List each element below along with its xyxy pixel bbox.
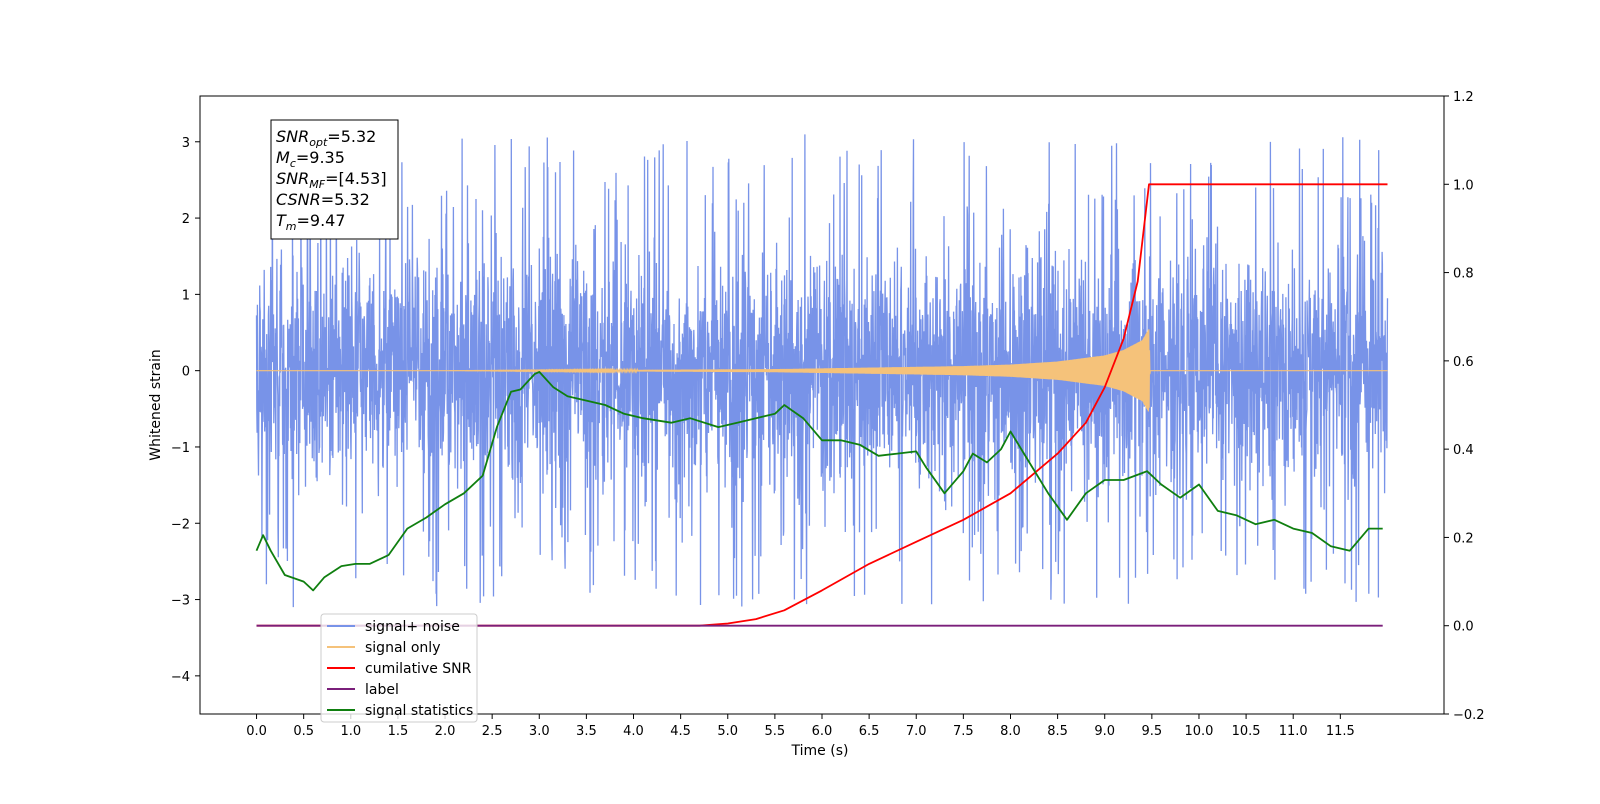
y-tick-label-left: −1 xyxy=(171,441,190,456)
annotation-line: Tm=9.47 xyxy=(276,211,346,233)
y-tick-label-right: 0.4 xyxy=(1453,443,1474,458)
y-tick-label-left: −3 xyxy=(171,594,190,609)
y-axis-label-left: Whitened strain xyxy=(148,349,164,460)
legend-frame xyxy=(320,613,478,723)
annotation-line: Mc=9.35 xyxy=(276,148,345,170)
y-tick-label-left: 0 xyxy=(182,365,190,380)
legend: signal+ noise signal only cumilative SNR la… xyxy=(320,613,478,723)
y-tick-label-left: −4 xyxy=(171,670,190,685)
x-tick-label: 9.0 xyxy=(1094,724,1115,739)
legend-label: cumilative SNR xyxy=(365,661,472,677)
x-axis-label: Time (s) xyxy=(791,743,849,759)
x-tick-label: 7.0 xyxy=(906,724,927,739)
x-tick-label: 6.0 xyxy=(812,724,833,739)
x-tick-label: 3.0 xyxy=(529,724,550,739)
ticks-layer: 0.0 0.5 1.0 1.5 2.0 2.5 3.0 3.5 4.0 4.5 5.0 5.5 6.0 6… xyxy=(171,90,1485,739)
y-tick-label-right: 0.8 xyxy=(1453,267,1474,282)
x-tick-label: 1.5 xyxy=(388,724,409,739)
x-tick-label: 10.0 xyxy=(1184,724,1213,739)
x-tick-label: 11.0 xyxy=(1279,724,1308,739)
x-tick-label: 9.5 xyxy=(1142,724,1163,739)
legend-label: label xyxy=(365,682,399,698)
x-tick-label: 11.5 xyxy=(1326,724,1355,739)
y-tick-label-left: −2 xyxy=(171,517,190,532)
legend-label: signal statistics xyxy=(365,703,473,719)
x-tick-label: 6.5 xyxy=(859,724,880,739)
annotation-line: SNRMF=[4.53] xyxy=(276,169,387,191)
x-tick-label: 0.5 xyxy=(293,724,314,739)
y-tick-label-right: 1.2 xyxy=(1453,90,1474,105)
x-tick-label: 8.5 xyxy=(1047,724,1068,739)
x-tick-label: 1.0 xyxy=(340,724,361,739)
x-tick-label: 8.0 xyxy=(1000,724,1021,739)
series-signal-only xyxy=(256,329,1388,412)
y-tick-label-right: 1.0 xyxy=(1453,178,1474,193)
x-tick-label: 5.0 xyxy=(717,724,738,739)
annotation-line: CSNR=5.32 xyxy=(276,190,370,209)
x-tick-label: 4.5 xyxy=(670,724,691,739)
y-tick-label-right: −0.2 xyxy=(1453,708,1485,723)
x-tick-label: 2.0 xyxy=(435,724,456,739)
y-tick-label-left: 2 xyxy=(182,212,190,227)
series-signal-statistics xyxy=(255,370,1383,592)
y-tick-label-right: 0.2 xyxy=(1453,531,1474,546)
annotation-frame xyxy=(270,119,399,240)
series-signal-noise xyxy=(255,134,1389,608)
x-tick-label: 5.5 xyxy=(765,724,786,739)
x-tick-label: 10.5 xyxy=(1232,724,1261,739)
series-cumulative-snr xyxy=(256,183,1388,627)
x-tick-label: 2.5 xyxy=(482,724,503,739)
y-tick-label-left: 3 xyxy=(182,136,190,151)
legend-label: signal+ noise xyxy=(365,619,460,635)
x-tick-label: 7.5 xyxy=(953,724,974,739)
x-tick-label: 0.0 xyxy=(246,724,267,739)
y-tick-label-left: 1 xyxy=(182,288,190,303)
annotation-line: SNRopt=5.32 xyxy=(276,127,376,149)
y-tick-label-right: 0.0 xyxy=(1453,620,1474,635)
x-tick-label: 3.5 xyxy=(576,724,597,739)
x-tick-label: 4.0 xyxy=(623,724,644,739)
y-tick-label-right: 0.6 xyxy=(1453,355,1474,370)
legend-label: signal only xyxy=(365,640,440,656)
